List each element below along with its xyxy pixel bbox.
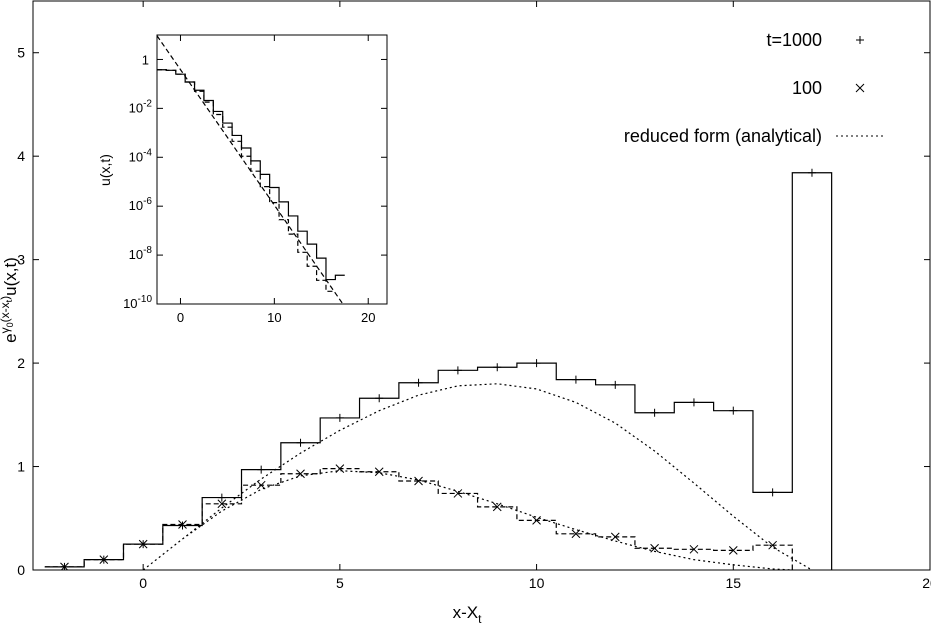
series-line [44,468,793,570]
data-point [650,408,659,417]
data-point [689,398,698,407]
x-tick-label: 5 [336,575,344,591]
y-tick-label: 5 [17,45,25,61]
data-point [178,521,187,530]
y-tick-label: 3 [17,252,25,268]
data-point [138,539,148,549]
data-point [335,413,344,422]
data-point [99,555,109,565]
y-tick-label: 1 [142,52,149,67]
y-tick-base: 10 [123,296,137,311]
series-line [142,383,813,570]
data-point [296,469,305,479]
data-point [178,520,187,529]
series-line [157,69,336,292]
y-tick-base: 10 [129,100,143,115]
x-axis-label: x-Xt [453,603,483,626]
data-point [257,465,266,474]
legend-label: t=1000 [766,30,822,50]
data-point [571,529,581,539]
data-point [571,375,580,384]
data-point [414,476,423,486]
y-tick-label: 0 [17,562,25,578]
x-tick-label: 0 [177,310,184,325]
y-tick-exp: -10 [138,294,153,305]
data-point [729,406,738,415]
inset-background [157,35,387,304]
series-group [44,168,833,570]
data-point [217,499,227,509]
legend-label: 100 [792,78,822,98]
series-line [157,69,345,281]
series-line [157,35,344,304]
y-axis-label: eγ0(x-xt)u(x,t) [0,257,20,343]
data-point [375,394,384,403]
data-point [768,540,777,550]
y-tick-label: 10-2 [129,98,153,115]
y-tick-exp: -8 [143,245,152,256]
data-point [493,363,502,372]
x-tick-label: 20 [361,310,375,325]
y-tick-label: 2 [17,355,25,371]
y-tick-label: 10-10 [123,294,152,311]
y-tick-label: 10-8 [129,245,153,262]
data-point [374,467,384,477]
y-tick-exp: -2 [143,98,152,109]
x-tick-label: 10 [267,310,281,325]
data-point [728,545,738,555]
y-tick-exp: -4 [143,147,152,158]
y-tick-base: 10 [129,247,143,262]
data-point [610,532,620,542]
inset-y-label: u(x,t) [97,154,113,186]
legend-marker [855,83,865,93]
data-point [60,562,69,570]
data-point [650,543,659,553]
data-point [453,366,462,375]
data-point [453,489,463,498]
data-point [611,380,620,389]
data-point [217,493,226,502]
data-point [532,359,541,368]
legend-marker [856,36,864,44]
y-tick-exp: -6 [143,196,152,207]
data-point [492,502,502,512]
y-tick-label: 10-4 [129,147,153,164]
inset-frame [156,34,388,305]
y-tick-label: 10-6 [129,196,153,213]
series-line [44,172,833,570]
y-tick-base: 10 [129,198,143,213]
y-tick-label: 4 [17,148,25,164]
x-tick-label: 0 [139,575,147,591]
legend-label: reduced form (analytical) [624,126,822,146]
x-tick-label: 15 [726,575,742,591]
data-point [807,168,816,177]
y-tick-base: 10 [129,149,143,164]
data-point [296,438,305,447]
data-point [689,544,699,554]
series-group [157,35,345,304]
x-tick-label: 10 [529,575,545,591]
data-point [414,378,423,387]
y-tick-label: 1 [17,459,25,475]
data-point [768,488,777,497]
x-tick-label: 20 [922,575,931,591]
plot-frame [32,0,931,571]
